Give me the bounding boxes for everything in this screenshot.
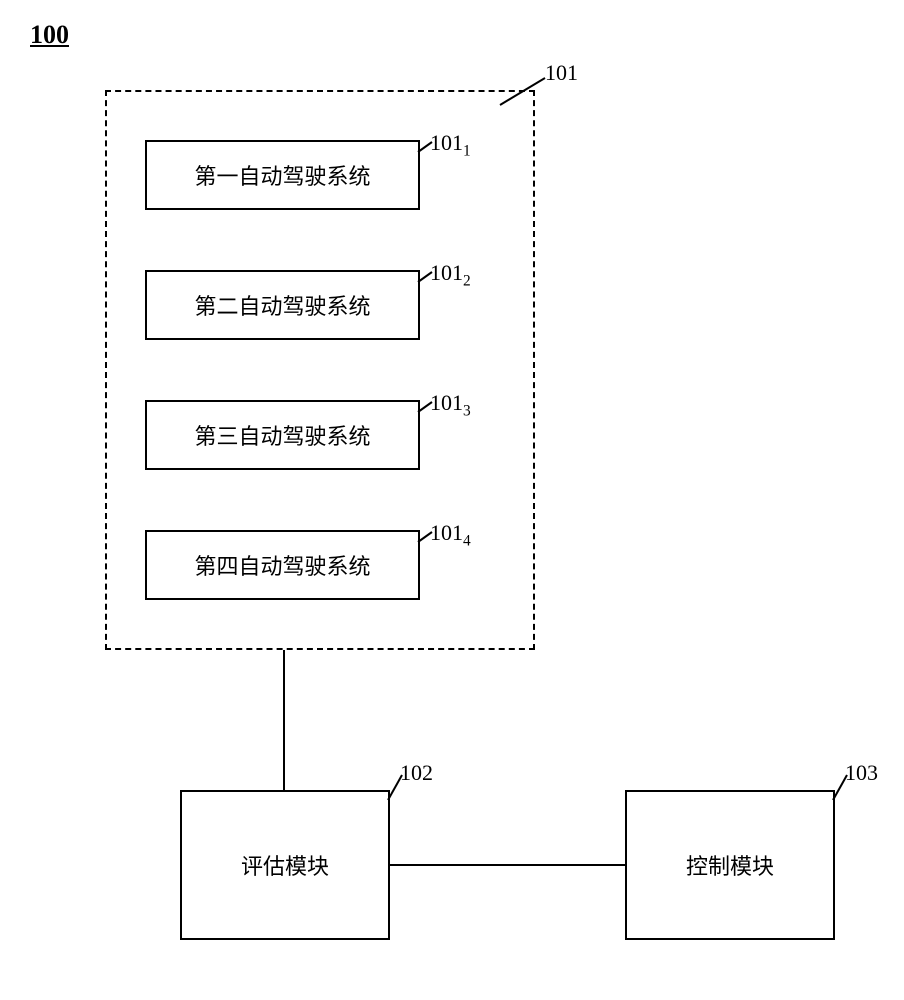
label-101-3: 1013 — [430, 390, 471, 420]
label-101: 101 — [545, 60, 578, 86]
subsystem-box-2: 第二自动驾驶系统 — [145, 270, 420, 340]
eval-text: 评估模块 — [241, 849, 329, 881]
control-box: 控制模块 — [625, 790, 835, 940]
control-text: 控制模块 — [686, 849, 774, 881]
connector-1 — [390, 864, 625, 866]
connector-0 — [283, 650, 285, 790]
eval-box: 评估模块 — [180, 790, 390, 940]
label-101-1: 1011 — [430, 130, 471, 160]
subsystem-text-4: 第四自动驾驶系统 — [194, 549, 370, 581]
label-101-2: 1012 — [430, 260, 471, 290]
figure-number: 100 — [30, 20, 69, 50]
label-101-4: 1014 — [430, 520, 471, 550]
subsystem-text-1: 第一自动驾驶系统 — [194, 159, 370, 191]
subsystem-box-4: 第四自动驾驶系统 — [145, 530, 420, 600]
figure-number-text: 100 — [30, 20, 69, 49]
subsystem-text-3: 第三自动驾驶系统 — [194, 419, 370, 451]
subsystem-box-1: 第一自动驾驶系统 — [145, 140, 420, 210]
subsystem-box-3: 第三自动驾驶系统 — [145, 400, 420, 470]
subsystem-text-2: 第二自动驾驶系统 — [194, 289, 370, 321]
diagram-canvas: 100 第一自动驾驶系统第二自动驾驶系统第三自动驾驶系统第四自动驾驶系统 评估模… — [0, 0, 904, 1000]
label-103: 103 — [845, 760, 878, 786]
label-102: 102 — [400, 760, 433, 786]
